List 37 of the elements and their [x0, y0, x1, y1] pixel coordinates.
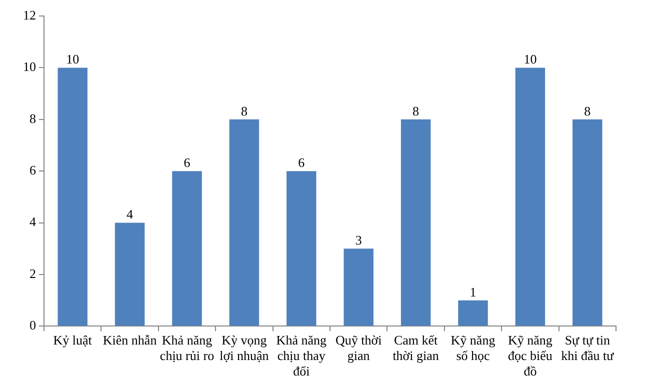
x-tick-label: Kỷ luật — [53, 332, 92, 348]
x-tick-label: Kiên nhẫn — [102, 332, 158, 348]
x-tick-label: Khả năng chịu thay đổi — [276, 332, 327, 379]
bar — [515, 68, 546, 326]
bar — [229, 119, 260, 326]
x-tick-label: Kỹ năng số học — [450, 332, 496, 364]
bar — [114, 222, 145, 326]
y-tick-label: 0 — [30, 318, 36, 333]
data-label: 6 — [184, 155, 191, 170]
bar — [344, 248, 374, 326]
data-label: 3 — [355, 232, 362, 248]
y-tick-label: 4 — [30, 214, 36, 230]
y-tick-label: 6 — [30, 162, 36, 178]
x-tick-label: Cam kết thời gian — [392, 332, 440, 364]
bar — [172, 171, 202, 326]
data-label: 8 — [584, 103, 591, 118]
data-label: 10 — [524, 52, 537, 67]
data-label: 8 — [412, 103, 420, 118]
bar — [400, 119, 431, 326]
data-label: 6 — [298, 155, 306, 170]
data-label: 1 — [470, 284, 476, 300]
data-label: 4 — [126, 206, 134, 222]
bar — [58, 68, 88, 326]
x-tick-label: Kỳ vọng lợi nhuận — [220, 332, 270, 364]
y-tick-label: 10 — [23, 59, 36, 74]
y-tick-label: 2 — [30, 266, 36, 281]
x-tick-label: Quỹ thời gian — [335, 332, 382, 364]
y-tick-label: 8 — [30, 110, 36, 126]
data-label: 10 — [66, 52, 80, 67]
data-label: 8 — [240, 103, 248, 118]
x-tick-label: Khả năng chịu rủi ro — [160, 332, 214, 364]
bar — [458, 300, 488, 326]
bar — [572, 119, 602, 326]
x-tick-label: Sự tự tin khi đầu tư — [561, 332, 615, 364]
bar — [286, 171, 316, 326]
y-tick-label: 12 — [23, 7, 36, 22]
x-tick-label: Kỹ năng đọc biểu đồ — [508, 332, 553, 379]
